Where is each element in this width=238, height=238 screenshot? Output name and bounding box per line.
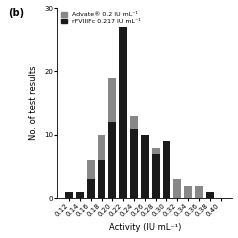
Bar [119,27,127,198]
Bar [141,135,149,198]
Bar [163,192,170,198]
Bar [184,186,192,198]
Bar [152,154,159,198]
Bar [109,122,116,198]
Bar [119,90,127,198]
Bar [130,129,138,198]
Bar [141,148,149,198]
X-axis label: Activity (IU mL⁻¹): Activity (IU mL⁻¹) [109,223,181,233]
Bar [87,179,95,198]
Text: (b): (b) [8,8,24,18]
Bar [87,160,95,198]
Bar [76,192,84,198]
Legend: Advate® 0.2 IU mL⁻¹, rFVIIIFc 0.217 IU mL⁻¹: Advate® 0.2 IU mL⁻¹, rFVIIIFc 0.217 IU m… [59,9,144,27]
Bar [65,192,73,198]
Bar [206,192,214,198]
Bar [163,141,170,198]
Bar [98,160,105,198]
Bar [98,135,105,198]
Bar [109,78,116,198]
Bar [195,186,203,198]
Bar [130,116,138,198]
Y-axis label: No. of test results: No. of test results [30,66,39,140]
Bar [174,179,181,198]
Bar [76,192,84,198]
Bar [152,148,159,198]
